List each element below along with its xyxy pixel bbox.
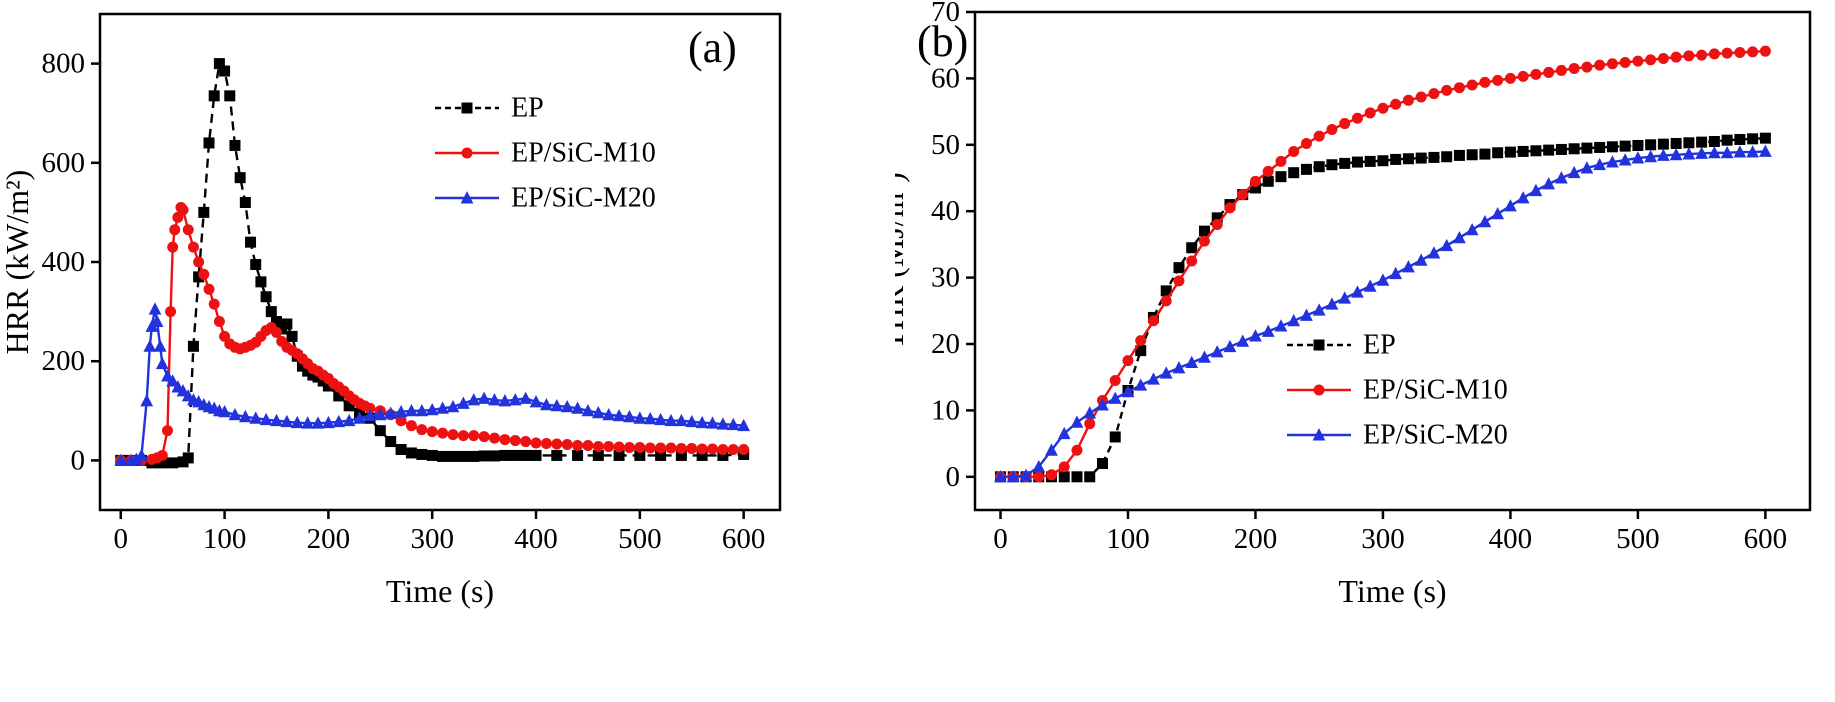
svg-text:EP: EP bbox=[1363, 330, 1396, 361]
svg-text:HRR (kW/m²): HRR (kW/m²) bbox=[0, 170, 35, 355]
thr-vs-time-chart: 0 100 200 300 400 500 600 0 10 20 30 40 50 60 70 Time (… bbox=[895, 0, 1812, 609]
svg-text:300: 300 bbox=[1361, 523, 1405, 555]
svg-text:0: 0 bbox=[114, 523, 129, 555]
svg-text:Time (s): Time (s) bbox=[1338, 573, 1446, 609]
svg-text:60: 60 bbox=[931, 62, 960, 94]
svg-text:100: 100 bbox=[203, 523, 247, 555]
svg-text:10: 10 bbox=[931, 394, 960, 426]
panel-b-label: (b) bbox=[917, 17, 969, 66]
svg-text:0: 0 bbox=[946, 461, 961, 493]
svg-text:400: 400 bbox=[42, 246, 86, 278]
svg-text:200: 200 bbox=[307, 523, 351, 555]
svg-text:EP/SiC-M20: EP/SiC-M20 bbox=[1363, 420, 1508, 451]
svg-text:500: 500 bbox=[618, 523, 662, 555]
svg-text:600: 600 bbox=[42, 147, 86, 179]
panel-a-label: (a) bbox=[688, 23, 737, 72]
svg-text:300: 300 bbox=[410, 523, 454, 555]
svg-text:800: 800 bbox=[42, 48, 86, 80]
svg-text:30: 30 bbox=[931, 262, 960, 294]
svg-text:600: 600 bbox=[722, 523, 766, 555]
panel-b-thr: 0 100 200 300 400 500 600 0 10 20 30 40 50 60 70 Time (… bbox=[895, 0, 1835, 702]
svg-text:200: 200 bbox=[42, 345, 86, 377]
svg-text:600: 600 bbox=[1744, 523, 1788, 555]
svg-text:70: 70 bbox=[931, 0, 960, 28]
svg-text:100: 100 bbox=[1106, 523, 1150, 555]
svg-text:400: 400 bbox=[1489, 523, 1533, 555]
svg-text:0: 0 bbox=[993, 523, 1008, 555]
svg-text:EP/SiC-M10: EP/SiC-M10 bbox=[511, 138, 656, 169]
svg-text:500: 500 bbox=[1616, 523, 1660, 555]
svg-text:50: 50 bbox=[931, 129, 960, 161]
svg-text:400: 400 bbox=[514, 523, 558, 555]
svg-text:20: 20 bbox=[931, 328, 960, 360]
svg-text:40: 40 bbox=[931, 195, 960, 227]
svg-text:200: 200 bbox=[1234, 523, 1278, 555]
svg-text:EP/SiC-M20: EP/SiC-M20 bbox=[511, 183, 656, 214]
svg-text:EP/SiC-M10: EP/SiC-M10 bbox=[1363, 375, 1508, 406]
svg-text:0: 0 bbox=[71, 444, 86, 476]
panel-a-hrr: 0 100 200 300 400 500 600 0 200 400 600 800 Time (s)… bbox=[0, 0, 895, 702]
hrr-vs-time-chart: 0 100 200 300 400 500 600 0 200 400 600 800 Time (s)… bbox=[0, 12, 782, 609]
svg-text:EP: EP bbox=[511, 93, 544, 124]
svg-text:THR (MJ/m²): THR (MJ/m²) bbox=[895, 172, 910, 350]
svg-text:Time (s): Time (s) bbox=[386, 573, 494, 609]
